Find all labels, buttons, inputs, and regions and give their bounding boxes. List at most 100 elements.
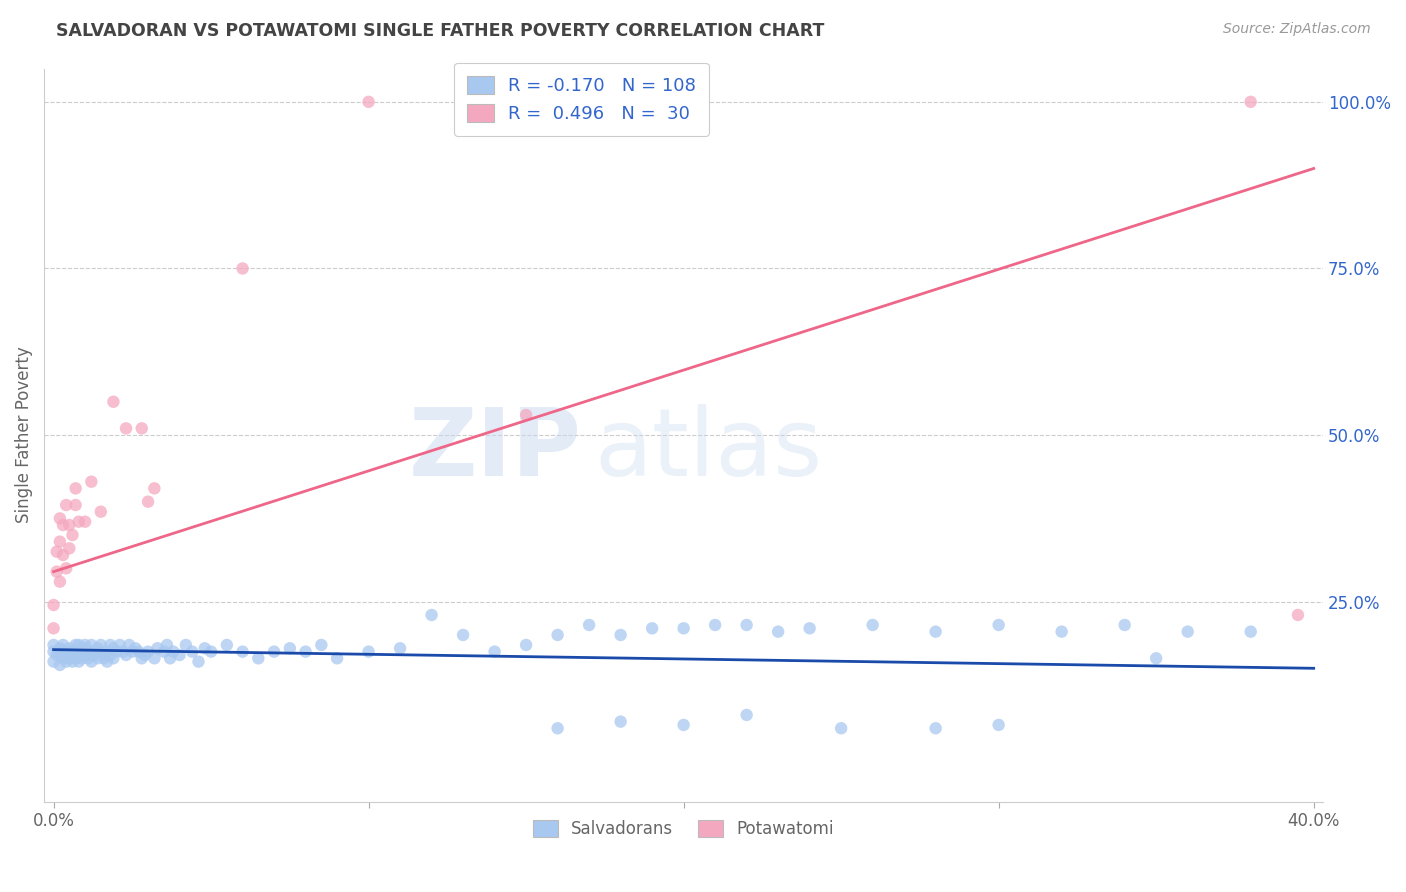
Point: [75, 645, 97, 659]
Point: [42, 621, 65, 635]
Point: [169, 648, 191, 662]
Point: [75, 641, 97, 656]
Point: [80, 655, 103, 669]
Point: [200, 645, 222, 659]
Point: [134, 648, 156, 662]
Point: [103, 394, 125, 409]
Point: [93, 648, 115, 662]
Point: [75, 515, 97, 529]
Point: [105, 645, 128, 659]
Point: [924, 624, 946, 639]
Point: [67, 515, 90, 529]
Text: ZIP: ZIP: [408, 404, 581, 496]
Point: [115, 421, 138, 435]
Text: atlas: atlas: [595, 404, 823, 496]
Point: [232, 261, 254, 276]
Point: [609, 628, 631, 642]
Point: [65, 481, 87, 495]
Point: [65, 498, 87, 512]
Point: [80, 645, 103, 659]
Point: [52, 651, 75, 665]
Point: [735, 618, 758, 632]
Text: Source: ZipAtlas.com: Source: ZipAtlas.com: [1223, 22, 1371, 37]
Point: [42, 638, 65, 652]
Point: [547, 628, 569, 642]
Point: [862, 618, 884, 632]
Point: [49, 511, 72, 525]
Point: [451, 628, 474, 642]
Point: [77, 648, 100, 662]
Point: [136, 494, 159, 508]
Point: [90, 638, 112, 652]
Point: [357, 95, 380, 109]
Point: [194, 641, 217, 656]
Point: [143, 481, 166, 495]
Point: [1177, 624, 1199, 639]
Point: [515, 638, 537, 652]
Point: [52, 638, 75, 652]
Point: [799, 621, 821, 635]
Point: [62, 528, 84, 542]
Point: [146, 641, 169, 656]
Point: [153, 645, 176, 659]
Point: [42, 645, 65, 659]
Point: [65, 651, 87, 665]
Point: [58, 641, 80, 656]
Point: [1240, 95, 1263, 109]
Point: [98, 638, 121, 652]
Point: [83, 648, 105, 662]
Point: [52, 518, 75, 533]
Legend: Salvadorans, Potawatomi: Salvadorans, Potawatomi: [526, 813, 841, 845]
Point: [58, 645, 80, 659]
Point: [90, 645, 112, 659]
Point: [215, 638, 238, 652]
Point: [83, 645, 105, 659]
Point: [58, 651, 80, 665]
Point: [55, 498, 77, 512]
Point: [987, 618, 1010, 632]
Point: [65, 645, 87, 659]
Point: [924, 721, 946, 735]
Point: [704, 618, 727, 632]
Point: [67, 645, 90, 659]
Point: [578, 618, 600, 632]
Point: [49, 645, 72, 659]
Point: [70, 648, 93, 662]
Point: [1050, 624, 1073, 639]
Point: [247, 651, 270, 665]
Point: [90, 505, 112, 519]
Point: [62, 655, 84, 669]
Point: [42, 655, 65, 669]
Y-axis label: Single Father Poverty: Single Father Poverty: [15, 347, 32, 524]
Point: [181, 645, 204, 659]
Point: [86, 651, 108, 665]
Point: [294, 645, 316, 659]
Point: [159, 651, 181, 665]
Point: [174, 638, 197, 652]
Point: [67, 655, 90, 669]
Point: [42, 598, 65, 612]
Point: [420, 607, 443, 622]
Point: [609, 714, 631, 729]
Point: [103, 641, 125, 656]
Point: [45, 648, 67, 662]
Point: [70, 651, 93, 665]
Point: [128, 645, 150, 659]
Point: [49, 657, 72, 672]
Point: [58, 518, 80, 533]
Point: [1114, 618, 1136, 632]
Point: [547, 721, 569, 735]
Point: [67, 638, 90, 652]
Point: [232, 645, 254, 659]
Point: [357, 645, 380, 659]
Point: [187, 655, 209, 669]
Point: [735, 708, 758, 723]
Point: [131, 421, 153, 435]
Point: [156, 638, 179, 652]
Point: [77, 651, 100, 665]
Point: [143, 651, 166, 665]
Point: [672, 621, 695, 635]
Point: [55, 561, 77, 575]
Point: [124, 641, 146, 656]
Point: [75, 638, 97, 652]
